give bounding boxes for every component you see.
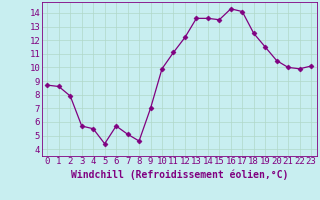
X-axis label: Windchill (Refroidissement éolien,°C): Windchill (Refroidissement éolien,°C) (70, 169, 288, 180)
